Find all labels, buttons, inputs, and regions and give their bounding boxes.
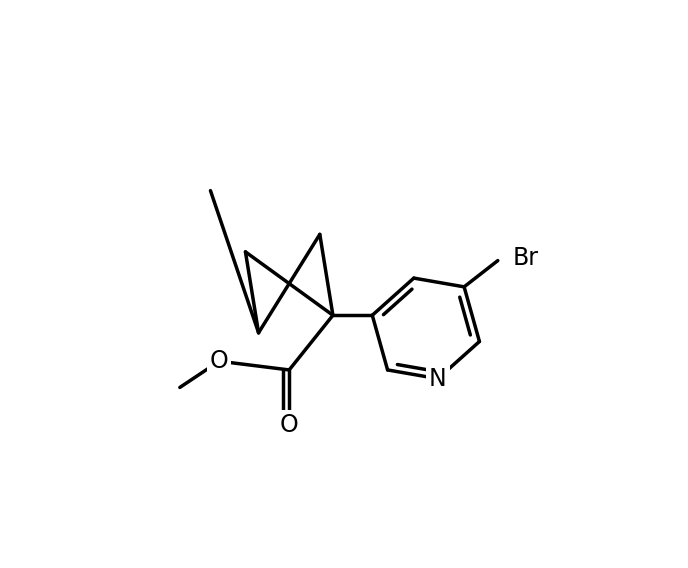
Text: O: O (210, 349, 228, 373)
Text: N: N (429, 367, 447, 391)
Text: Br: Br (513, 247, 538, 270)
Text: O: O (280, 412, 299, 437)
